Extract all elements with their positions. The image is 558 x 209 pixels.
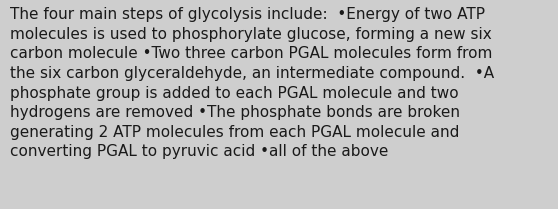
Text: The four main steps of glycolysis include:  •Energy of two ATP
molecules is used: The four main steps of glycolysis includ…: [10, 7, 494, 159]
